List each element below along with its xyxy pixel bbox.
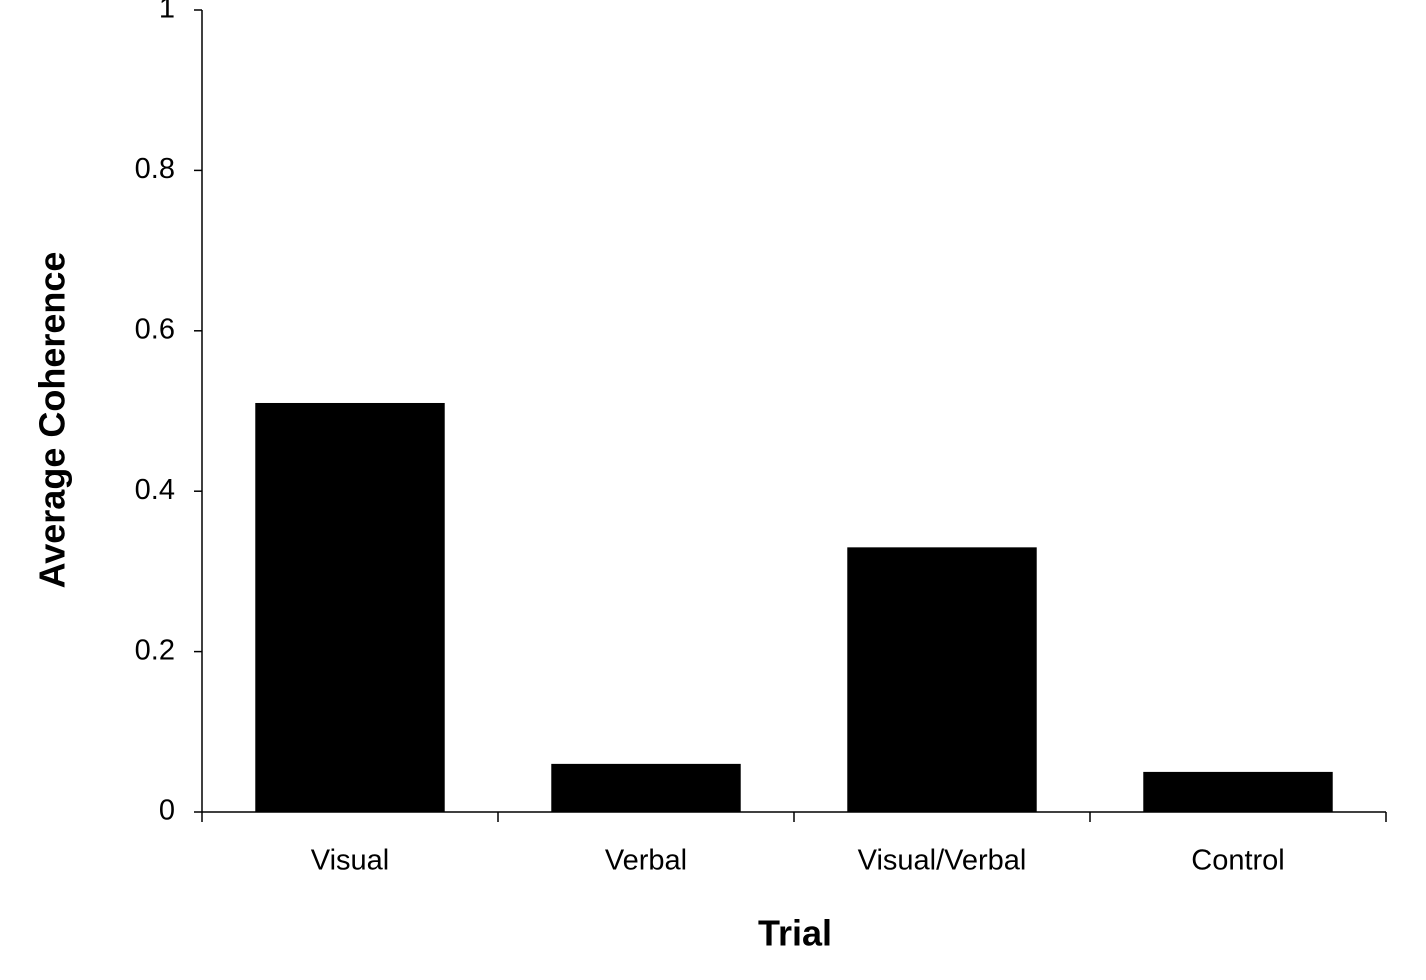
x-tick-label: Control xyxy=(1191,845,1285,877)
y-tick-label: 0.2 xyxy=(135,634,175,666)
x-tick-label: Visual/Verbal xyxy=(858,845,1027,877)
y-tick-label: 0.6 xyxy=(135,313,175,345)
x-tick-label: Verbal xyxy=(605,845,687,877)
bar xyxy=(847,547,1037,812)
x-axis-title: Trial xyxy=(758,913,832,954)
y-tick-label: 0.4 xyxy=(135,474,175,506)
y-tick-label: 0.8 xyxy=(135,153,175,185)
y-tick-label: 1 xyxy=(159,0,175,25)
bar xyxy=(1143,771,1333,812)
y-axis-title: Average Coherence xyxy=(32,252,73,589)
bar xyxy=(551,763,741,812)
y-tick-label: 0 xyxy=(159,795,175,827)
bar xyxy=(255,402,445,812)
x-tick-label: Visual xyxy=(311,845,389,877)
